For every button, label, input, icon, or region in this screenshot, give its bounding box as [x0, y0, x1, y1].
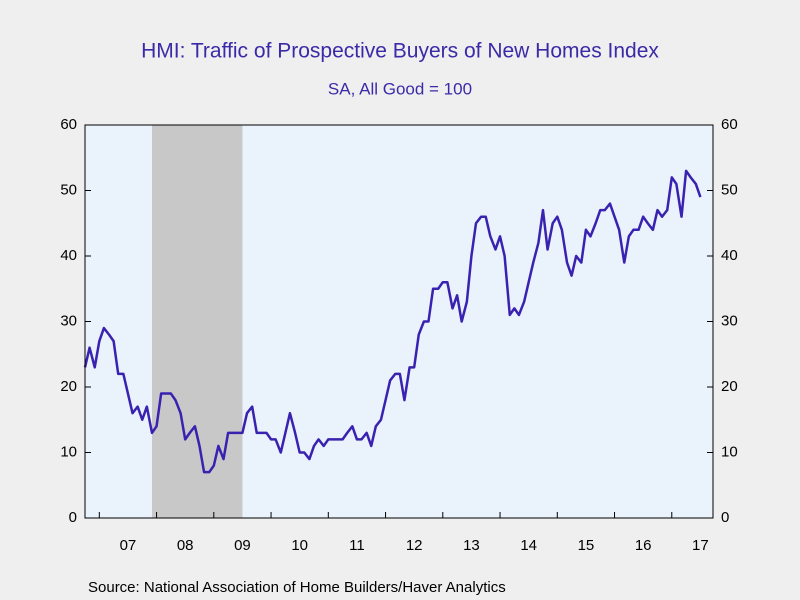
x-tick-label: 11 — [349, 537, 365, 554]
x-tick-label: 12 — [406, 537, 423, 554]
x-tick-label: 13 — [463, 537, 480, 554]
y2-tick-label: 20 — [721, 378, 738, 395]
y-tick-label: 10 — [60, 443, 77, 460]
y2-tick-label: 60 — [721, 116, 738, 133]
shaded-band — [151, 125, 243, 518]
x-tick-label: 14 — [520, 537, 537, 554]
source-note: Source: National Association of Home Bui… — [88, 579, 506, 596]
x-tick-label: 17 — [692, 537, 709, 554]
y-tick-label: 0 — [69, 509, 77, 526]
y-tick-label: 20 — [60, 378, 77, 395]
y2-tick-label: 50 — [721, 181, 738, 198]
y2-tick-label: 30 — [721, 312, 738, 329]
x-tick-label: 16 — [635, 537, 652, 554]
y-tick-label: 30 — [60, 312, 77, 329]
plot-border — [84, 124, 714, 519]
x-tick-label: 08 — [177, 537, 194, 554]
x-tick-label: 09 — [234, 537, 251, 554]
y-tick-label: 50 — [60, 181, 77, 198]
chart-subtitle: SA, All Good = 100 — [328, 79, 472, 98]
chart-title: HMI: Traffic of Prospective Buyers of Ne… — [141, 40, 659, 63]
y2-tick-label: 0 — [721, 509, 729, 526]
y-tick-label: 40 — [60, 247, 77, 264]
x-tick-label: 15 — [578, 537, 595, 554]
y2-tick-label: 40 — [721, 247, 738, 264]
y2-tick-label: 10 — [721, 443, 738, 460]
y-tick-label: 60 — [60, 116, 77, 133]
x-tick-label: 07 — [120, 537, 137, 554]
data-line — [83, 169, 702, 474]
x-tick-label: 10 — [291, 537, 308, 554]
